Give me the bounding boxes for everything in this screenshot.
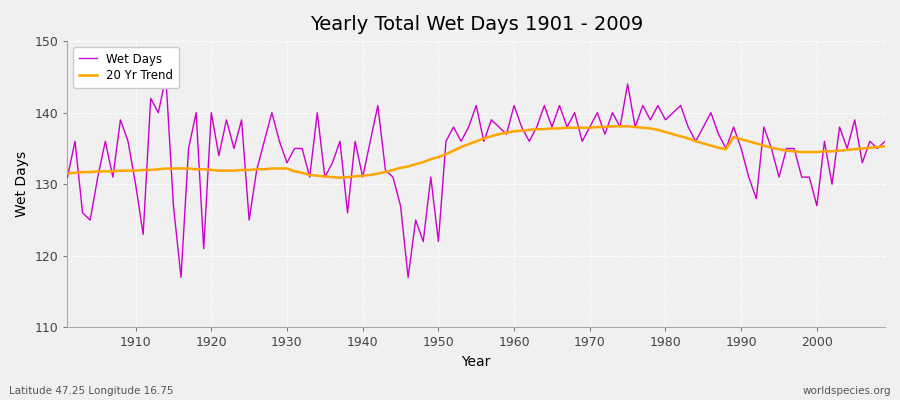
20 Yr Trend <box>62 171 73 176</box>
Y-axis label: Wet Days: Wet Days <box>15 151 29 217</box>
Wet Days <box>879 139 890 144</box>
20 Yr Trend <box>122 168 133 173</box>
Text: Latitude 47.25 Longitude 16.75: Latitude 47.25 Longitude 16.75 <box>9 386 174 396</box>
20 Yr Trend <box>508 129 519 134</box>
Line: 20 Yr Trend: 20 Yr Trend <box>68 126 885 178</box>
20 Yr Trend <box>335 176 346 180</box>
Wet Days <box>350 139 361 144</box>
Wet Days <box>62 175 73 180</box>
Legend: Wet Days, 20 Yr Trend: Wet Days, 20 Yr Trend <box>74 47 179 88</box>
Wet Days <box>160 74 171 79</box>
Wet Days <box>122 139 133 144</box>
20 Yr Trend <box>289 169 300 174</box>
20 Yr Trend <box>615 124 626 129</box>
Wet Days <box>615 125 626 130</box>
20 Yr Trend <box>342 175 353 180</box>
Line: Wet Days: Wet Days <box>68 77 885 277</box>
Wet Days <box>517 125 527 130</box>
Wet Days <box>176 275 186 280</box>
Wet Days <box>524 139 535 144</box>
Text: worldspecies.org: worldspecies.org <box>803 386 891 396</box>
20 Yr Trend <box>517 128 527 133</box>
Wet Days <box>304 175 315 180</box>
X-axis label: Year: Year <box>462 355 490 369</box>
20 Yr Trend <box>608 124 618 129</box>
20 Yr Trend <box>879 144 890 149</box>
Title: Yearly Total Wet Days 1901 - 2009: Yearly Total Wet Days 1901 - 2009 <box>310 15 643 34</box>
